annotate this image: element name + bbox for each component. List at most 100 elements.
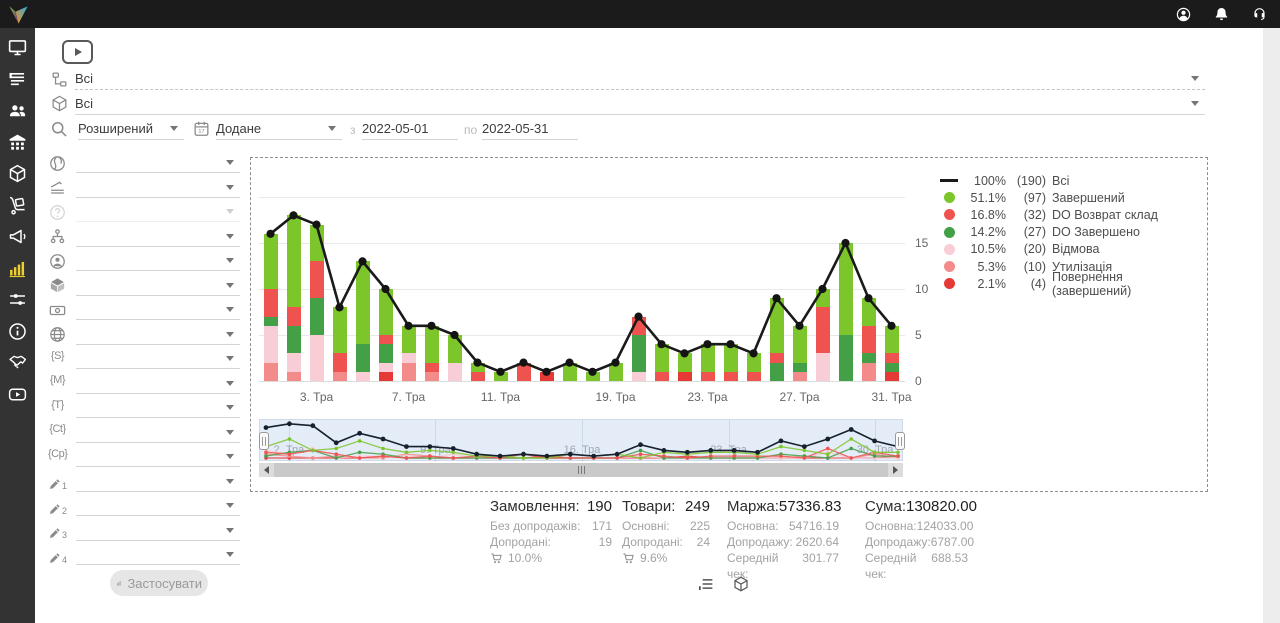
sidebar-item-orders-icon[interactable] [7, 69, 28, 90]
filter-row-s: {S} [48, 347, 240, 372]
legend-item[interactable]: 5.3% (10) Утилізація [939, 258, 1199, 275]
app-logo-icon[interactable] [7, 3, 30, 26]
sidebar-item-users-icon[interactable] [7, 100, 28, 121]
bar-segment [309, 298, 324, 335]
account-icon[interactable] [1175, 6, 1192, 23]
stacked-bar-day-30[interactable] [861, 298, 876, 381]
filter-select-5[interactable] [76, 276, 240, 296]
stacked-bar-day-24[interactable] [723, 344, 738, 381]
stacked-bar-day-5[interactable] [355, 261, 370, 381]
tag-m-icon: {M} [49, 374, 66, 387]
date-from-input[interactable]: 2022-05-01 [362, 118, 458, 140]
filter-select-12[interactable] [76, 447, 240, 468]
sidebar-item-trolley-icon[interactable] [7, 195, 28, 216]
stacked-bar-day-13[interactable] [539, 371, 554, 381]
stat-sub-label: Допродажу: [727, 535, 793, 549]
navigator-scrollbar[interactable] [259, 463, 903, 477]
stacked-bar-day-8[interactable] [424, 325, 439, 381]
navigator-handle-left[interactable] [259, 432, 269, 450]
chart-navigator[interactable]: 2. Тра 9. Тра 16. Тра 23. Тра 30. Тра [259, 419, 905, 462]
sidebar-item-sliders-icon[interactable] [7, 289, 28, 310]
legend-item[interactable]: 16.8% (32) DO Возврат склад [939, 206, 1199, 223]
stacked-bar-day-26[interactable] [769, 298, 784, 381]
bar-segment [677, 371, 692, 381]
stacked-bar-day-9[interactable] [447, 335, 462, 381]
stacked-bar-day-19[interactable] [608, 362, 623, 381]
chart-panel: 0 5 10 15 3. Тра 7. Тра 11. Тра 19. Тра 23. Тра 2… [250, 157, 1208, 492]
sidebar-item-package-icon[interactable] [7, 163, 28, 184]
filter-select-7[interactable] [76, 325, 240, 345]
date-to-input[interactable]: 2022-05-31 [482, 118, 578, 140]
stacked-bar-day-6[interactable] [378, 289, 393, 381]
stat-value: 190 [586, 498, 612, 515]
apply-button[interactable]: Застосувати [110, 570, 208, 596]
stacked-bar-day-23[interactable] [700, 344, 715, 381]
stacked-bar-day-1[interactable] [263, 233, 278, 381]
chart-plot[interactable]: 0 5 10 15 3. Тра 7. Тра 11. Тра 19. Тра 23. Тра 2… [259, 168, 928, 404]
bar-segment [585, 371, 600, 381]
sitemap-icon [48, 227, 67, 246]
stat-sub-value: 54716.19 [788, 519, 839, 533]
sidebar-item-warehouse-icon[interactable] [7, 132, 28, 153]
scroll-left-button[interactable] [259, 463, 274, 477]
sidebar-item-monitor-icon[interactable] [7, 37, 28, 58]
stacked-bar-day-25[interactable] [746, 353, 761, 381]
stacked-bar-day-31[interactable] [884, 325, 899, 381]
filter-select-4[interactable] [76, 251, 240, 272]
filter-select-10[interactable] [76, 398, 240, 419]
stacked-bar-day-18[interactable] [585, 371, 600, 381]
search-mode-select[interactable]: Розширений [78, 118, 184, 140]
filter-select-13[interactable] [76, 472, 240, 492]
sidebar-item-megaphone-icon[interactable] [7, 226, 28, 247]
x-axis-tick: 23. Тра [687, 390, 728, 404]
filter-select-8[interactable] [76, 349, 240, 370]
stacked-bar-day-10[interactable] [470, 362, 485, 381]
stacked-bar-day-22[interactable] [677, 353, 692, 381]
navigator-handle-right[interactable] [895, 432, 905, 450]
legend-item[interactable]: 51.1% (97) Завершений [939, 189, 1199, 206]
legend-label: Утилізація [1052, 259, 1113, 274]
stacked-bar-day-27[interactable] [792, 325, 807, 381]
sidebar-item-handshake-icon[interactable] [7, 352, 28, 373]
filter-select-16[interactable] [76, 545, 240, 566]
viewlist-toggle-icon[interactable] [697, 575, 715, 593]
category-select[interactable]: Всі [75, 68, 1205, 90]
stacked-bar-day-29[interactable] [838, 243, 853, 381]
sidebar-item-video-icon[interactable] [7, 384, 28, 405]
filter-select-0[interactable] [76, 153, 240, 174]
viewbox-toggle-icon[interactable] [732, 575, 750, 593]
x-axis-tick: 11. Тра [480, 390, 521, 404]
stacked-bar-day-17[interactable] [562, 362, 577, 381]
headset-icon[interactable] [1251, 6, 1268, 23]
gridline [259, 381, 905, 382]
scrollbar-grip[interactable] [274, 466, 888, 474]
video-tutorial-button[interactable] [62, 40, 93, 64]
scroll-right-button[interactable] [888, 463, 903, 477]
stat-sub-label: Допродані: [622, 535, 683, 549]
stacked-bar-day-12[interactable] [516, 362, 531, 381]
sidebar-item-chart-icon[interactable] [7, 258, 28, 279]
product-select[interactable]: Всі [75, 93, 1205, 115]
filter-select-6[interactable] [76, 300, 240, 321]
legend-item[interactable]: 2.1% (4) Повернення (завершений) [939, 270, 1199, 298]
legend-item[interactable]: 100% (190) Всі [939, 172, 1199, 189]
legend-item[interactable]: 10.5% (20) Відмова [939, 241, 1199, 258]
filter-select-1[interactable] [76, 178, 240, 198]
stacked-bar-day-2[interactable] [286, 215, 301, 381]
filter-select-15[interactable] [76, 521, 240, 541]
bell-icon[interactable] [1213, 6, 1230, 23]
stacked-bar-day-11[interactable] [493, 371, 508, 381]
filter-select-3[interactable] [76, 227, 240, 247]
bar-segment [654, 344, 669, 372]
date-field-select[interactable]: Додане [216, 118, 342, 140]
stacked-bar-day-21[interactable] [654, 344, 669, 381]
stacked-bar-day-7[interactable] [401, 325, 416, 381]
stacked-bar-day-4[interactable] [332, 307, 347, 381]
sidebar-item-info-icon[interactable] [7, 321, 28, 342]
filter-select-11[interactable] [76, 423, 240, 443]
legend-percent: 51.1% [970, 190, 1006, 205]
bar-segment [263, 289, 278, 317]
filter-select-14[interactable] [76, 496, 240, 517]
filter-select-9[interactable] [76, 374, 240, 394]
legend-item[interactable]: 14.2% (27) DO Завершено [939, 224, 1199, 241]
